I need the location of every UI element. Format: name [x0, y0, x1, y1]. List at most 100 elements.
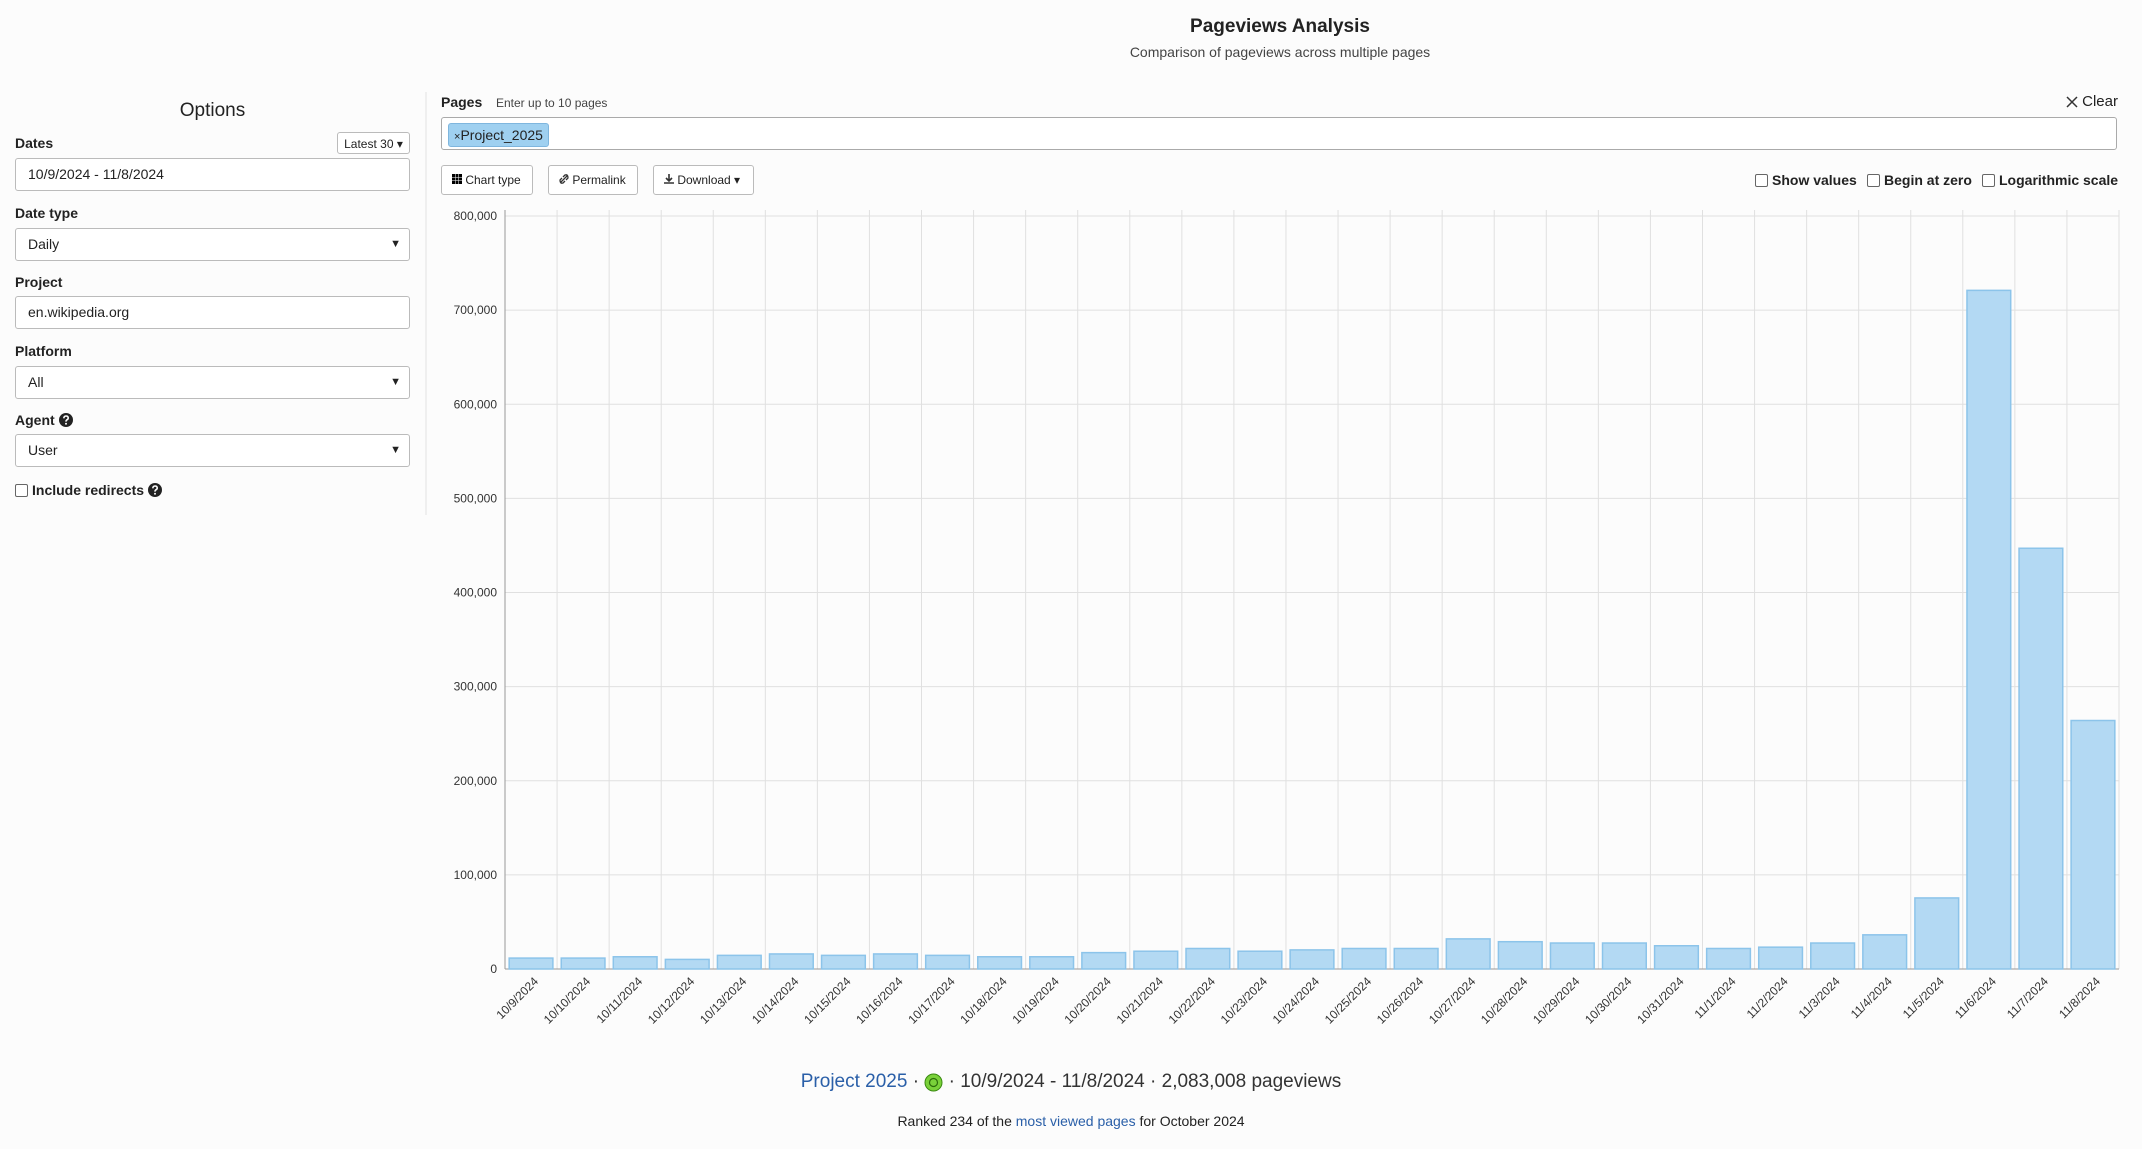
- y-tick-label: 100,000: [454, 868, 498, 882]
- bar: [1341, 947, 1387, 970]
- x-tick-label: 10/9/2024: [494, 974, 542, 1022]
- bar: [612, 956, 658, 970]
- x-tick-label: 10/22/2024: [1166, 974, 1219, 1027]
- x-tick-label: 11/8/2024: [2056, 974, 2103, 1021]
- summary-dates: 10/9/2024 - 11/8/2024: [960, 1071, 1145, 1092]
- bar: [1289, 949, 1335, 970]
- bar: [560, 957, 606, 970]
- date-type-select[interactable]: Daily ▼: [15, 228, 410, 261]
- y-tick-label: 500,000: [454, 491, 498, 505]
- bar: [872, 953, 919, 970]
- project-input[interactable]: en.wikipedia.org: [15, 296, 410, 329]
- bar: [1810, 942, 1856, 970]
- begin-zero-option[interactable]: Begin at zero: [1867, 172, 1972, 188]
- page-link[interactable]: Project 2025: [800, 1071, 908, 1092]
- range-button-text: Latest 30: [344, 137, 394, 151]
- x-tick-label: 10/27/2024: [1426, 974, 1479, 1027]
- redirects-label: Include redirects: [32, 482, 145, 498]
- help-icon[interactable]: [147, 483, 162, 497]
- rank-suffix: for October 2024: [1139, 1113, 1245, 1129]
- x-tick-label: 10/23/2024: [1218, 974, 1271, 1027]
- range-button[interactable]: Latest 30 ▾: [337, 132, 410, 154]
- x-tick-label: 10/19/2024: [1009, 974, 1062, 1027]
- bar: [1133, 950, 1179, 970]
- y-tick-label: 600,000: [454, 397, 498, 411]
- agent-select[interactable]: User ▼: [15, 434, 410, 467]
- bar: [1185, 947, 1231, 970]
- grid-icon: [452, 174, 462, 184]
- button-text: Permalink: [572, 173, 626, 187]
- dates-label: Dates: [15, 135, 54, 151]
- download-icon: [664, 174, 674, 184]
- bar: [1445, 938, 1491, 970]
- bar: [768, 953, 814, 970]
- rank-link[interactable]: most viewed pages: [1015, 1113, 1136, 1129]
- x-tick-label: 11/1/2024: [1692, 974, 1739, 1021]
- bar: [2018, 547, 2064, 970]
- x-tick-label: 10/10/2024: [541, 974, 594, 1027]
- y-tick-label: 800,000: [454, 209, 498, 223]
- x-tick-label: 11/2/2024: [1744, 974, 1791, 1021]
- bar: [1966, 289, 2012, 970]
- permalink-button[interactable]: Permalink: [548, 165, 638, 195]
- button-text: Download: [677, 173, 731, 187]
- page-tag-text: Project_2025: [460, 127, 543, 143]
- x-tick-label: 11/3/2024: [1796, 974, 1843, 1021]
- dates-input[interactable]: 10/9/2024 - 11/8/2024: [15, 158, 410, 191]
- summary: Project 2025 · · 10/9/2024 - 11/8/2024 ·…: [800, 1071, 1342, 1092]
- x-tick-label: 11/6/2024: [1952, 974, 1999, 1021]
- bar: [924, 954, 971, 970]
- x-tick-label: 10/28/2024: [1478, 974, 1531, 1027]
- checkbox-label: Show values: [1772, 172, 1857, 188]
- y-tick-label: 300,000: [454, 680, 498, 694]
- bar: [1705, 947, 1752, 970]
- clear-button[interactable]: Clear: [2066, 93, 2118, 110]
- x-tick-label: 10/30/2024: [1582, 974, 1635, 1027]
- x-tick-label: 11/5/2024: [1900, 974, 1947, 1021]
- options-heading: Options: [179, 100, 246, 121]
- platform-select[interactable]: All ▼: [15, 366, 410, 399]
- x-tick-label: 11/4/2024: [1848, 974, 1895, 1021]
- bar: [1549, 942, 1595, 970]
- x-tick-label: 10/25/2024: [1322, 974, 1375, 1027]
- date-type-label: Date type: [15, 205, 79, 221]
- rank-prefix: Ranked 234 of the: [897, 1113, 1012, 1129]
- y-tick-label: 700,000: [454, 303, 498, 317]
- bar: [1653, 945, 1700, 970]
- download-button[interactable]: Download ▾: [653, 165, 754, 195]
- y-tick-label: 400,000: [454, 586, 498, 600]
- bar: [1862, 934, 1908, 970]
- x-tick-label: 10/26/2024: [1374, 974, 1427, 1027]
- pages-hint: Enter up to 10 pages: [496, 96, 608, 110]
- chart-type-button[interactable]: Chart type: [441, 165, 533, 195]
- y-tick-label: 200,000: [454, 774, 498, 788]
- checkbox-label: Logarithmic scale: [1999, 172, 2119, 188]
- log-scale-option[interactable]: Logarithmic scale: [1982, 172, 2118, 188]
- help-icon[interactable]: [58, 413, 73, 427]
- bar: [1914, 897, 1960, 970]
- clear-icon: [2066, 95, 2078, 108]
- bar: [664, 958, 710, 970]
- x-tick-label: 10/14/2024: [749, 974, 802, 1027]
- bar: [1237, 950, 1283, 970]
- x-tick-label: 10/24/2024: [1270, 974, 1323, 1027]
- show-values-option[interactable]: Show values: [1755, 172, 1857, 188]
- x-tick-label: 10/13/2024: [697, 974, 750, 1027]
- button-text: Chart type: [465, 173, 521, 187]
- clear-text: Clear: [2082, 93, 2118, 110]
- x-tick-label: 10/17/2024: [905, 974, 958, 1027]
- bar: [1393, 947, 1439, 970]
- bar: [820, 954, 867, 970]
- pages-label: Pages: [441, 94, 483, 110]
- x-tick-label: 10/15/2024: [801, 974, 854, 1027]
- pages-input[interactable]: ×Project_2025: [441, 117, 2117, 150]
- page-tag[interactable]: ×Project_2025: [448, 123, 549, 147]
- select-value: All: [28, 374, 44, 390]
- checkbox-label: Begin at zero: [1884, 172, 1972, 188]
- x-tick-label: 10/18/2024: [957, 974, 1010, 1027]
- bar: [1497, 940, 1543, 970]
- y-tick-label: 0: [490, 962, 497, 976]
- redirects-option[interactable]: Include redirects: [15, 482, 162, 498]
